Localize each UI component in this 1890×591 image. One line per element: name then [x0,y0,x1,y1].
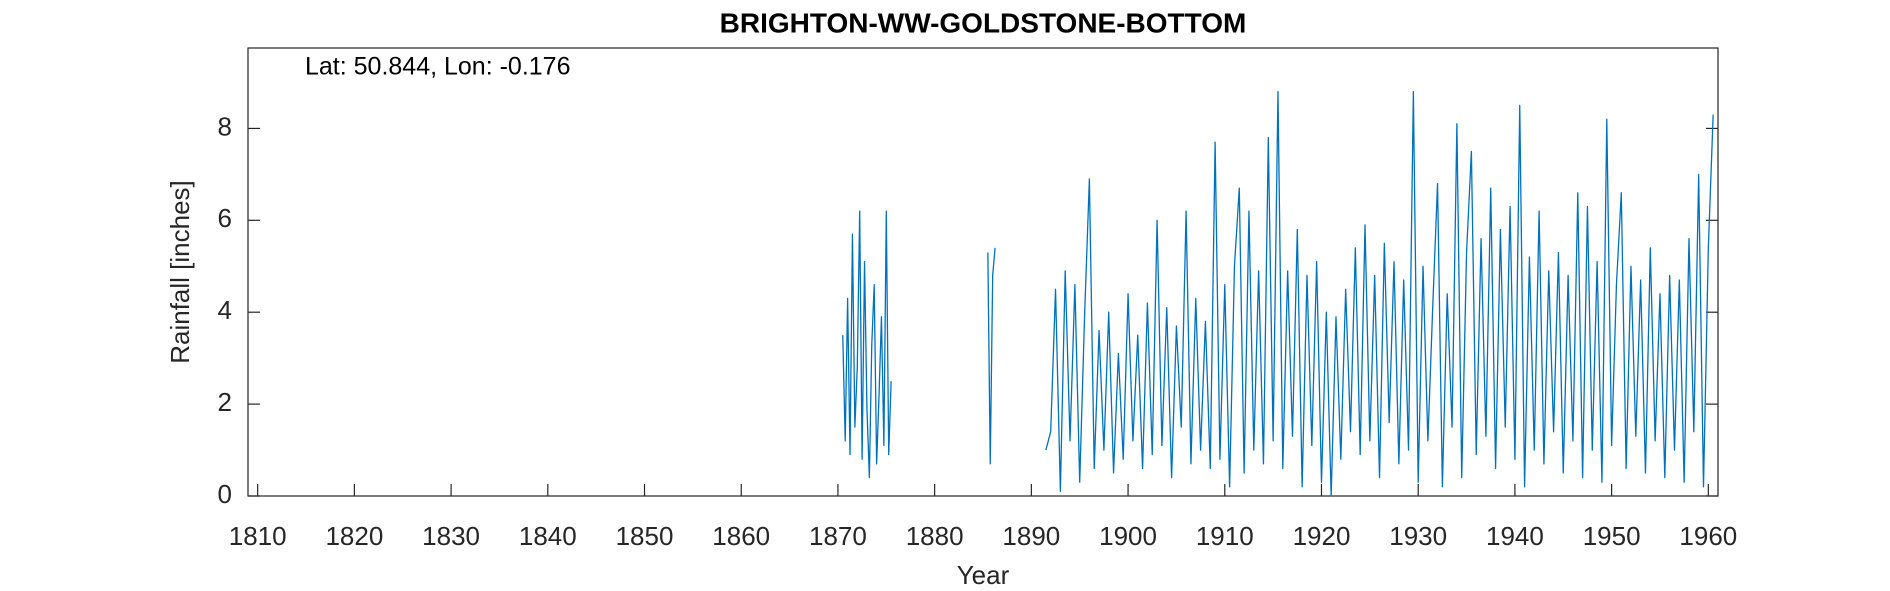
y-tick-label: 2 [218,387,232,417]
x-tick-label: 1850 [616,521,674,551]
x-tick-label: 1840 [519,521,577,551]
x-tick-label: 1830 [422,521,480,551]
y-axis-label: Rainfall [inches] [165,180,195,364]
y-tick-label: 8 [218,111,232,141]
x-tick-label: 1940 [1486,521,1544,551]
x-tick-label: 1810 [229,521,287,551]
x-axis-label: Year [957,560,1010,590]
y-tick-label: 0 [218,479,232,509]
x-tick-label: 1960 [1679,521,1737,551]
x-tick-label: 1870 [809,521,867,551]
annotation: Lat: 50.844, Lon: -0.176 [305,53,571,81]
x-tick-label: 1910 [1196,521,1254,551]
y-tick-label: 4 [218,295,232,325]
x-tick-label: 1890 [1002,521,1060,551]
x-tick-label: 1880 [906,521,964,551]
x-tick-label: 1820 [325,521,383,551]
chart-title: BRIGHTON-WW-GOLDSTONE-BOTTOM [720,7,1247,38]
x-tick-label: 1860 [712,521,770,551]
y-tick-label: 6 [218,203,232,233]
x-tick-label: 1900 [1099,521,1157,551]
plot-box [247,47,1719,497]
x-tick-label: 1920 [1293,521,1351,551]
x-tick-label: 1930 [1389,521,1447,551]
data-line [842,91,1714,497]
x-tick-label: 1950 [1583,521,1641,551]
